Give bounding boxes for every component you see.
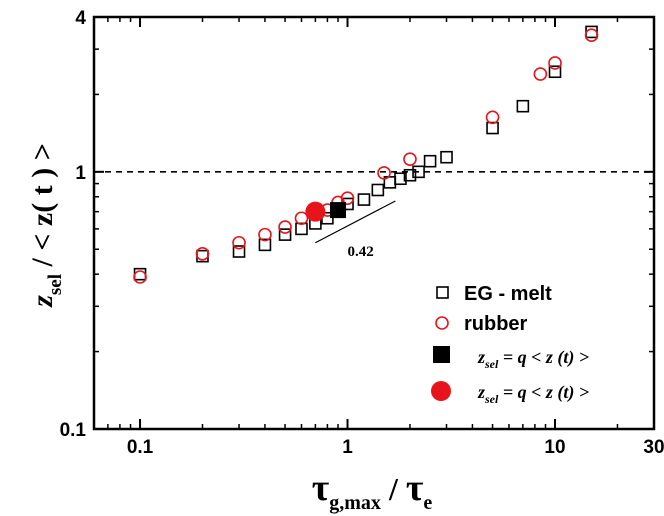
data-point-eg-melt bbox=[412, 165, 425, 179]
x-label-sub: g,max bbox=[329, 492, 381, 514]
slope-line bbox=[315, 200, 396, 244]
eq-mid: = q < bbox=[498, 382, 546, 402]
reference-layer bbox=[94, 171, 654, 244]
eq-mid: = q < bbox=[498, 347, 546, 367]
data-point-rubber bbox=[548, 56, 562, 70]
x-label-main2: τ bbox=[406, 467, 424, 509]
data-point-rubber bbox=[195, 247, 210, 261]
data-point-eg-melt bbox=[548, 65, 562, 79]
legend-marker-filled-circle bbox=[431, 381, 451, 401]
eq-sub: sel bbox=[484, 357, 499, 371]
data-point-rubber bbox=[294, 211, 309, 226]
data-point-eg-melt bbox=[423, 154, 437, 168]
y-label-sub: sel bbox=[45, 274, 66, 295]
y-tick-label: 1 bbox=[75, 163, 86, 184]
legend-label-rubber: rubber bbox=[464, 313, 528, 335]
ticks-layer: 0.1 1 10 30 0.1 1 4 bbox=[60, 8, 664, 458]
data-point-rubber bbox=[485, 110, 500, 125]
data-point-rubber bbox=[403, 152, 417, 166]
x-tick-label: 1 bbox=[342, 437, 353, 458]
data-point-eg-melt bbox=[232, 245, 246, 258]
x-tick-label: 30 bbox=[643, 437, 664, 458]
legend-marker-open-square bbox=[436, 286, 449, 299]
legend-eq-square: zsel = q < z (t) > bbox=[477, 347, 589, 371]
x-label-sub2: e bbox=[423, 492, 432, 514]
legend-entry-filled-square: zsel = q < z (t) > bbox=[433, 346, 589, 371]
data-point-rubber bbox=[377, 166, 391, 180]
y-label-main: z bbox=[26, 295, 59, 308]
data-point-filled-circle bbox=[305, 201, 326, 222]
data-point-eg-melt bbox=[440, 150, 453, 164]
data-point-eg-melt bbox=[403, 168, 417, 182]
legend: EG - melt rubber zsel = q < z (t) > zsel… bbox=[431, 283, 589, 406]
y-tick-label: 0.1 bbox=[60, 420, 87, 441]
eq-tail: (t) > bbox=[553, 382, 589, 403]
x-label-sep: / bbox=[381, 471, 406, 507]
legend-marker-filled-square bbox=[433, 346, 450, 363]
eq-tail: (t) > bbox=[553, 347, 589, 368]
data-point-eg-melt bbox=[486, 121, 499, 135]
data-point-eg-melt bbox=[585, 25, 598, 39]
x-label-main: τ bbox=[312, 467, 330, 509]
data-point-rubber bbox=[258, 227, 272, 242]
x-tick-label: 10 bbox=[544, 437, 565, 458]
marks-layer bbox=[133, 25, 599, 284]
data-point-rubber bbox=[584, 28, 599, 42]
eq-z: z bbox=[477, 347, 485, 367]
data-point-eg-melt bbox=[394, 172, 407, 186]
legend-entry-eg-melt: EG - melt bbox=[436, 283, 552, 305]
x-axis-label: τg,max / τe bbox=[312, 467, 433, 514]
svg-text:zsel / < z( t ) >: zsel / < z( t ) > bbox=[26, 143, 66, 308]
eq-zt: z bbox=[545, 347, 553, 367]
data-point-rubber bbox=[278, 220, 292, 234]
data-point-eg-melt bbox=[357, 193, 371, 206]
legend-marker-open-circle bbox=[435, 316, 449, 330]
data-point-eg-melt bbox=[258, 238, 272, 252]
y-label-rest: / < z( t ) > bbox=[26, 143, 59, 274]
eq-sub: sel bbox=[484, 392, 499, 406]
data-point-eg-melt bbox=[516, 99, 530, 113]
data-point-filled-square bbox=[330, 202, 347, 219]
y-tick-label: 4 bbox=[75, 8, 86, 29]
legend-label-eg-melt: EG - melt bbox=[464, 283, 552, 305]
y-axis-label: zsel / < z( t ) > bbox=[26, 143, 66, 308]
legend-eq-circle: zsel = q < z (t) > bbox=[477, 382, 589, 406]
legend-entry-filled-circle: zsel = q < z (t) > bbox=[431, 381, 589, 406]
data-point-eg-melt bbox=[371, 183, 385, 197]
data-point-eg-melt bbox=[278, 228, 292, 241]
data-point-rubber bbox=[533, 67, 548, 81]
data-point-rubber bbox=[232, 235, 246, 250]
plot-frame bbox=[92, 15, 656, 431]
data-point-eg-melt bbox=[295, 222, 308, 236]
eq-zt: z bbox=[545, 382, 553, 402]
legend-entry-rubber: rubber bbox=[435, 313, 528, 335]
slope-annotation: 0.42 bbox=[348, 244, 374, 260]
data-point-rubber bbox=[340, 191, 355, 205]
data-point-rubber bbox=[133, 270, 147, 284]
x-tick-label: 0.1 bbox=[127, 437, 154, 458]
eq-z: z bbox=[477, 382, 485, 402]
